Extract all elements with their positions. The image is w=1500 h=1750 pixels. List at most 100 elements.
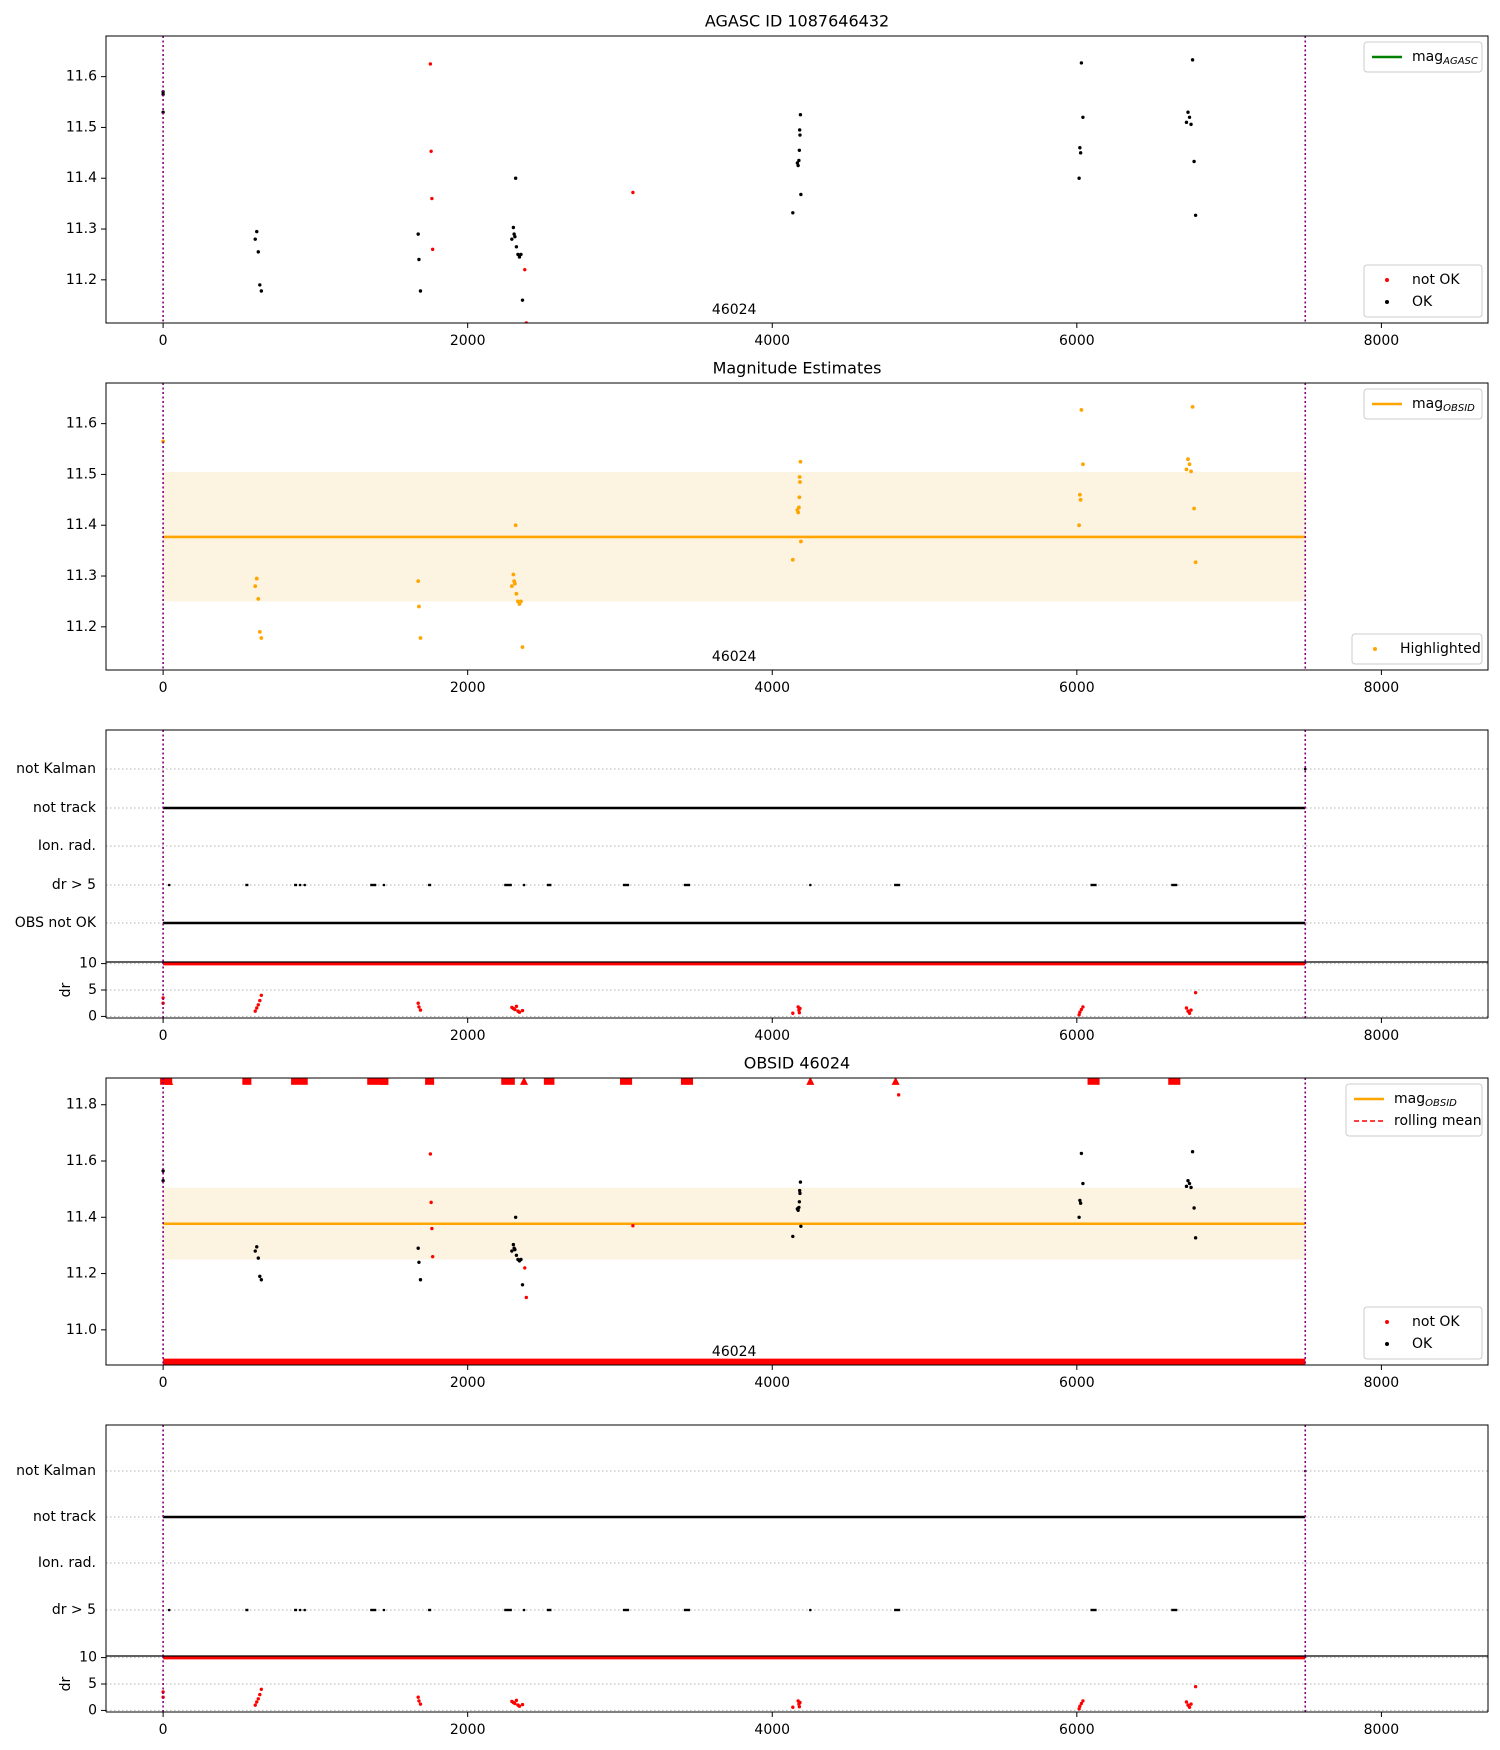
data-point xyxy=(1186,110,1190,114)
data-point xyxy=(631,1224,635,1228)
data-point xyxy=(1077,1707,1081,1711)
data-point xyxy=(1184,1006,1189,1010)
y-tick-label: 5 xyxy=(88,982,97,998)
data-point xyxy=(1078,151,1083,155)
y-tick-label: 11.6 xyxy=(66,69,97,85)
data-point xyxy=(796,510,801,515)
clipped-high-marks xyxy=(680,1078,694,1085)
flag-point-mark xyxy=(522,883,526,887)
data-point xyxy=(1189,1185,1193,1190)
plot-area xyxy=(106,767,1488,925)
data-point xyxy=(418,289,423,293)
data-point xyxy=(514,1698,519,1703)
data-point xyxy=(896,1093,901,1097)
data-point xyxy=(1079,1151,1084,1156)
x-tick-label: 2000 xyxy=(450,1028,486,1044)
data-point xyxy=(253,1009,257,1013)
legend-box xyxy=(1345,1083,1483,1137)
legend-label-text: OK xyxy=(1412,1336,1433,1352)
data-point xyxy=(524,1295,529,1300)
data-point xyxy=(520,1702,525,1707)
obsid-annotation: 46024 xyxy=(712,649,757,665)
data-point xyxy=(1079,61,1084,65)
legend: Highlighted xyxy=(1351,633,1483,665)
flag-point-mark xyxy=(298,1608,302,1612)
legend-label-text: OK xyxy=(1412,294,1433,310)
y-tick-label: 11.5 xyxy=(66,466,97,482)
x-tick-label: 4000 xyxy=(754,333,790,349)
x-tick-label: 0 xyxy=(159,680,168,696)
clipped-high-marks xyxy=(543,1078,555,1085)
data-point xyxy=(253,1249,257,1253)
data-point xyxy=(1187,115,1192,119)
data-point xyxy=(1077,1215,1081,1219)
x-tick-label: 8000 xyxy=(1364,680,1400,696)
x-tick-label: 0 xyxy=(159,333,168,349)
legend-box xyxy=(1363,41,1483,73)
data-point xyxy=(1193,213,1198,218)
axes-frame xyxy=(105,382,1489,671)
x-tick-label: 8000 xyxy=(1364,1375,1400,1391)
data-point xyxy=(517,255,522,259)
x-tick-label: 2000 xyxy=(450,1722,486,1738)
x-tick-label: 6000 xyxy=(1059,680,1095,696)
plot-area xyxy=(160,1078,1306,1365)
flag-point-mark xyxy=(298,883,302,887)
data-point xyxy=(417,1699,421,1703)
data-point xyxy=(790,557,795,562)
data-point xyxy=(1081,1181,1085,1186)
data-point xyxy=(1187,1011,1192,1015)
data-point xyxy=(799,192,803,197)
clipped-high-marker xyxy=(806,1078,815,1085)
data-point xyxy=(258,1692,262,1697)
clipped-high-marks xyxy=(1168,1078,1181,1085)
data-point xyxy=(1078,497,1083,502)
data-point xyxy=(513,1701,517,1706)
data-point xyxy=(416,232,420,236)
flag-point-mark xyxy=(167,1608,171,1612)
row-label: not Kalman xyxy=(16,1463,96,1479)
legend-swatch-dot xyxy=(1385,300,1389,304)
data-point xyxy=(799,1224,803,1228)
data-point xyxy=(1189,1008,1193,1012)
data-point xyxy=(255,1006,259,1010)
x-tick-label: 8000 xyxy=(1364,1722,1400,1738)
data-point xyxy=(798,1191,802,1196)
legend-swatch-dot xyxy=(1385,1342,1389,1346)
y-tick-label: 11.6 xyxy=(66,416,97,432)
x-tick-label: 2000 xyxy=(450,1375,486,1391)
data-point xyxy=(418,1702,423,1706)
data-point xyxy=(161,92,165,97)
panel-obsid: 11.0 11.2 11.4 11.6 11.8 0 2000 4000 6000 8000 OBS… xyxy=(66,1054,1489,1391)
data-point xyxy=(1077,523,1082,528)
y-tick-label: 5 xyxy=(88,1676,97,1692)
data-point xyxy=(797,158,801,163)
y-tick-label: 10 xyxy=(79,1650,97,1666)
legend: magAGASC xyxy=(1363,41,1483,73)
data-point xyxy=(798,133,802,137)
clipped-high-marks xyxy=(501,1078,515,1085)
data-point xyxy=(1077,1013,1081,1017)
data-point xyxy=(1081,1005,1085,1009)
x-tick-label: 6000 xyxy=(1059,1375,1095,1391)
legend-label-text: not OK xyxy=(1412,272,1460,288)
flag-point-mark xyxy=(303,883,307,887)
data-point xyxy=(253,237,257,241)
legend-label-text: mag xyxy=(1412,49,1443,65)
data-point xyxy=(418,1278,423,1282)
legend-swatch-dot xyxy=(1385,1320,1389,1324)
clipped-high-marks xyxy=(425,1078,435,1085)
data-point xyxy=(1193,1684,1198,1689)
data-point xyxy=(1078,1704,1082,1708)
data-point xyxy=(791,1234,795,1239)
panel-dr2: 0 5 10 dr 0 2000 4000 6000 8000 xyxy=(58,1650,1489,1738)
data-point xyxy=(797,495,802,500)
x-tick-label: 0 xyxy=(159,1722,168,1738)
data-point xyxy=(416,579,421,584)
data-point xyxy=(797,1705,802,1709)
data-point xyxy=(429,149,433,154)
data-point xyxy=(256,1003,260,1007)
data-point xyxy=(430,1254,435,1259)
legend-label: magOBSID xyxy=(1412,396,1475,414)
